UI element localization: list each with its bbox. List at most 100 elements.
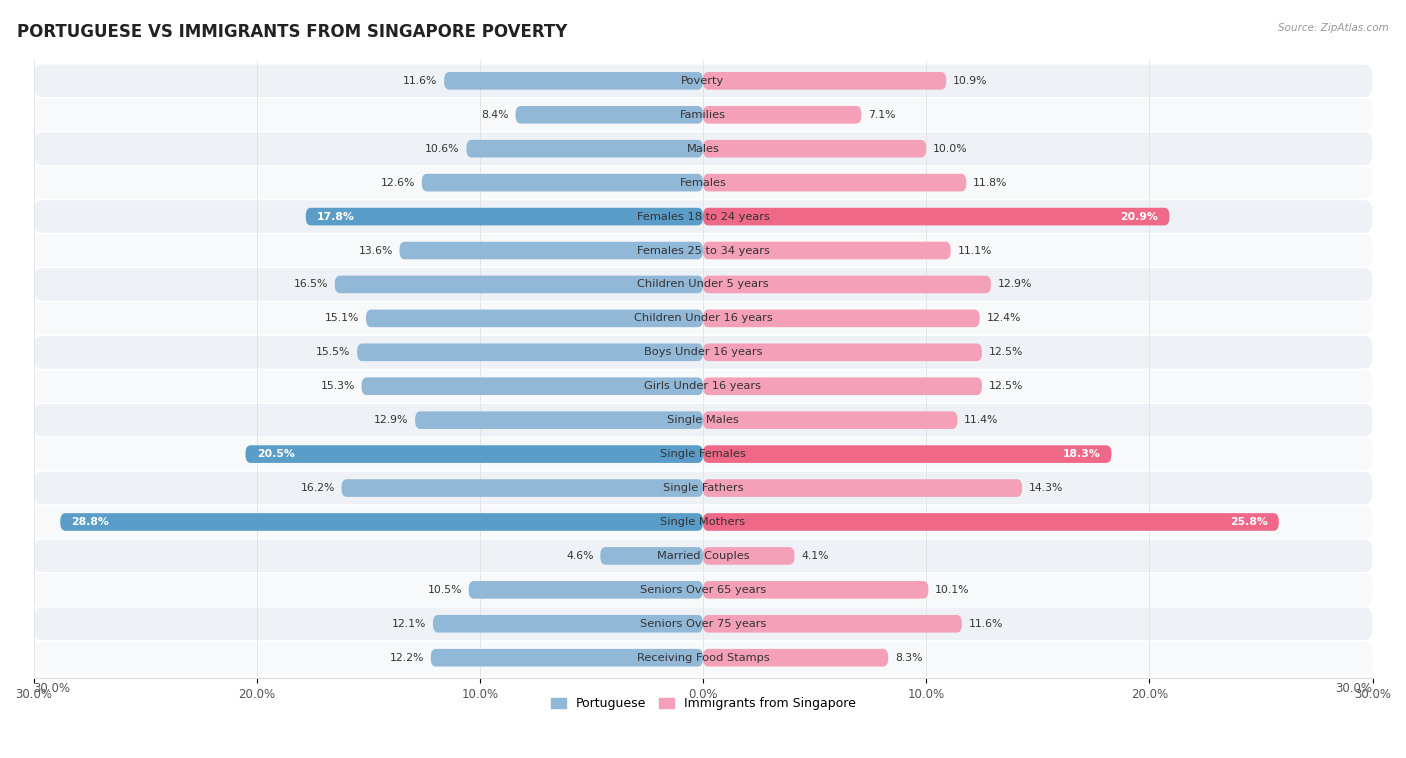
Text: Children Under 5 years: Children Under 5 years [637, 280, 769, 290]
Text: 13.6%: 13.6% [359, 246, 392, 255]
Text: 30.0%: 30.0% [34, 682, 70, 695]
FancyBboxPatch shape [703, 276, 991, 293]
FancyBboxPatch shape [34, 574, 1372, 606]
FancyBboxPatch shape [366, 309, 703, 327]
Text: 12.5%: 12.5% [988, 347, 1024, 357]
FancyBboxPatch shape [34, 471, 1372, 504]
Text: 11.6%: 11.6% [404, 76, 437, 86]
FancyBboxPatch shape [600, 547, 703, 565]
FancyBboxPatch shape [703, 649, 889, 666]
FancyBboxPatch shape [703, 479, 1022, 496]
Text: Married Couples: Married Couples [657, 551, 749, 561]
Text: 12.6%: 12.6% [381, 177, 415, 188]
Text: 11.4%: 11.4% [965, 415, 998, 425]
Text: PORTUGUESE VS IMMIGRANTS FROM SINGAPORE POVERTY: PORTUGUESE VS IMMIGRANTS FROM SINGAPORE … [17, 23, 567, 41]
FancyBboxPatch shape [34, 336, 1372, 368]
FancyBboxPatch shape [34, 641, 1372, 674]
FancyBboxPatch shape [703, 72, 946, 89]
FancyBboxPatch shape [34, 64, 1372, 97]
FancyBboxPatch shape [444, 72, 703, 89]
Text: 10.1%: 10.1% [935, 585, 970, 595]
Text: Single Females: Single Females [661, 449, 745, 459]
Text: Single Mothers: Single Mothers [661, 517, 745, 527]
FancyBboxPatch shape [34, 166, 1372, 199]
Text: Families: Families [681, 110, 725, 120]
Text: 17.8%: 17.8% [316, 211, 354, 221]
Text: 11.1%: 11.1% [957, 246, 991, 255]
Text: 20.9%: 20.9% [1121, 211, 1159, 221]
FancyBboxPatch shape [703, 174, 966, 192]
Text: 12.4%: 12.4% [987, 313, 1021, 324]
Text: 4.1%: 4.1% [801, 551, 828, 561]
FancyBboxPatch shape [703, 140, 927, 158]
Text: Females: Females [679, 177, 727, 188]
Text: 12.9%: 12.9% [998, 280, 1032, 290]
FancyBboxPatch shape [422, 174, 703, 192]
FancyBboxPatch shape [34, 200, 1372, 233]
FancyBboxPatch shape [703, 412, 957, 429]
Text: 15.1%: 15.1% [325, 313, 360, 324]
FancyBboxPatch shape [357, 343, 703, 361]
Text: Single Males: Single Males [666, 415, 740, 425]
FancyBboxPatch shape [703, 615, 962, 633]
Text: 12.2%: 12.2% [389, 653, 425, 662]
Text: 11.6%: 11.6% [969, 619, 1002, 629]
FancyBboxPatch shape [433, 615, 703, 633]
Text: Females 25 to 34 years: Females 25 to 34 years [637, 246, 769, 255]
FancyBboxPatch shape [34, 99, 1372, 131]
Text: 10.0%: 10.0% [932, 144, 967, 154]
FancyBboxPatch shape [342, 479, 703, 496]
FancyBboxPatch shape [305, 208, 703, 225]
Text: 16.2%: 16.2% [301, 483, 335, 493]
FancyBboxPatch shape [335, 276, 703, 293]
Text: 12.1%: 12.1% [392, 619, 426, 629]
FancyBboxPatch shape [516, 106, 703, 124]
FancyBboxPatch shape [246, 445, 703, 463]
Text: 18.3%: 18.3% [1063, 449, 1101, 459]
Text: 10.9%: 10.9% [953, 76, 987, 86]
FancyBboxPatch shape [34, 370, 1372, 402]
Text: 28.8%: 28.8% [72, 517, 110, 527]
FancyBboxPatch shape [34, 438, 1372, 471]
FancyBboxPatch shape [399, 242, 703, 259]
FancyBboxPatch shape [703, 547, 794, 565]
FancyBboxPatch shape [703, 208, 1170, 225]
FancyBboxPatch shape [34, 404, 1372, 437]
FancyBboxPatch shape [703, 377, 981, 395]
Text: 15.5%: 15.5% [316, 347, 350, 357]
FancyBboxPatch shape [703, 106, 862, 124]
Text: 10.5%: 10.5% [427, 585, 463, 595]
Text: Seniors Over 65 years: Seniors Over 65 years [640, 585, 766, 595]
Text: Seniors Over 75 years: Seniors Over 75 years [640, 619, 766, 629]
Text: 30.0%: 30.0% [1336, 682, 1372, 695]
Text: 15.3%: 15.3% [321, 381, 354, 391]
FancyBboxPatch shape [703, 445, 1111, 463]
Text: 25.8%: 25.8% [1230, 517, 1268, 527]
Text: 4.6%: 4.6% [567, 551, 593, 561]
FancyBboxPatch shape [703, 581, 928, 599]
Text: 7.1%: 7.1% [868, 110, 896, 120]
Text: Girls Under 16 years: Girls Under 16 years [644, 381, 762, 391]
FancyBboxPatch shape [361, 377, 703, 395]
Text: 11.8%: 11.8% [973, 177, 1008, 188]
FancyBboxPatch shape [468, 581, 703, 599]
Text: Source: ZipAtlas.com: Source: ZipAtlas.com [1278, 23, 1389, 33]
FancyBboxPatch shape [703, 242, 950, 259]
FancyBboxPatch shape [34, 133, 1372, 165]
Text: 14.3%: 14.3% [1029, 483, 1063, 493]
Text: Children Under 16 years: Children Under 16 years [634, 313, 772, 324]
FancyBboxPatch shape [34, 234, 1372, 267]
FancyBboxPatch shape [703, 513, 1279, 531]
Text: 16.5%: 16.5% [294, 280, 328, 290]
FancyBboxPatch shape [467, 140, 703, 158]
Text: 8.4%: 8.4% [481, 110, 509, 120]
FancyBboxPatch shape [34, 506, 1372, 538]
Text: Boys Under 16 years: Boys Under 16 years [644, 347, 762, 357]
Text: Males: Males [686, 144, 720, 154]
FancyBboxPatch shape [34, 302, 1372, 335]
FancyBboxPatch shape [34, 268, 1372, 301]
FancyBboxPatch shape [415, 412, 703, 429]
Text: Receiving Food Stamps: Receiving Food Stamps [637, 653, 769, 662]
Text: 12.5%: 12.5% [988, 381, 1024, 391]
Text: Single Fathers: Single Fathers [662, 483, 744, 493]
